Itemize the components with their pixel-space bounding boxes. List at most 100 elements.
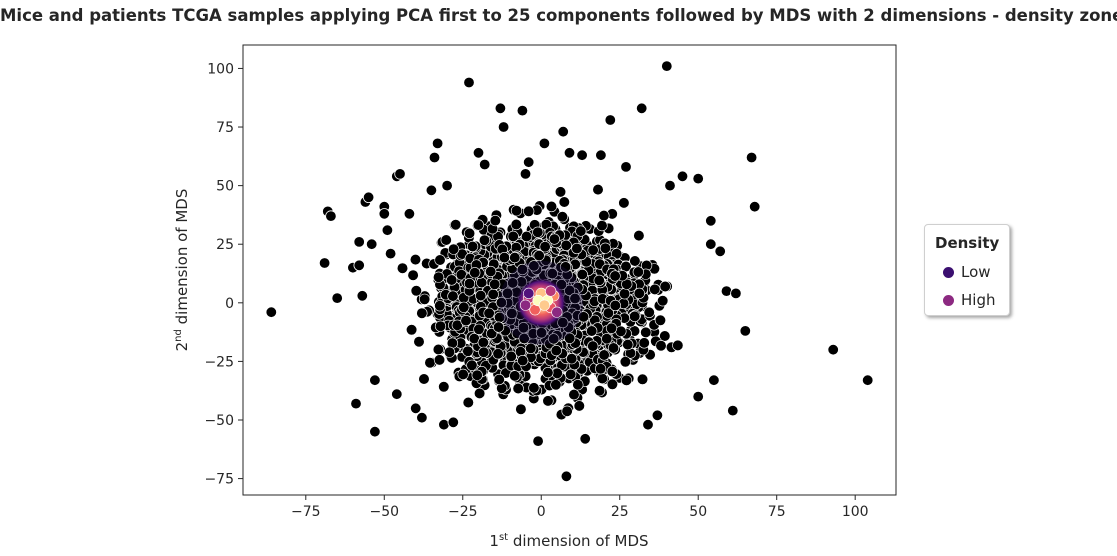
- y-tick-label: 75: [216, 120, 234, 136]
- cloud-point: [606, 365, 618, 378]
- cloud-point: [593, 274, 605, 287]
- cloud-point: [473, 323, 485, 335]
- cloud-point: [438, 381, 450, 393]
- cloud-point: [633, 230, 645, 242]
- cloud-point: [478, 346, 490, 358]
- point-cloud: [396, 184, 684, 421]
- cloud-point: [528, 382, 540, 394]
- data-point: [403, 208, 416, 220]
- cloud-point: [418, 373, 430, 385]
- cloud-point: [434, 254, 446, 266]
- cloud-point: [659, 330, 671, 342]
- data-point: [438, 419, 450, 431]
- y-axis: −75 −50 −25 0 25 50 75 100: [204, 61, 243, 488]
- cloud-point: [596, 220, 608, 232]
- cloud-point: [434, 300, 446, 312]
- density-point: [523, 287, 535, 300]
- cloud-point: [447, 290, 459, 302]
- data-point: [381, 224, 394, 236]
- data-point: [416, 412, 428, 424]
- cloud-point: [396, 262, 409, 274]
- data-point: [362, 191, 375, 204]
- cloud-point: [550, 345, 562, 357]
- cloud-point: [620, 374, 633, 386]
- data-point: [676, 170, 689, 183]
- cloud-point: [450, 219, 462, 231]
- data-point: [727, 404, 739, 417]
- legend: Density Low High: [924, 224, 1010, 316]
- cloud-point: [672, 339, 684, 352]
- data-point: [394, 168, 406, 180]
- cloud-point: [510, 218, 522, 231]
- cloud-point: [587, 340, 599, 352]
- cloud-point: [533, 250, 545, 262]
- cloud-point: [573, 400, 585, 412]
- cloud-point: [443, 346, 456, 358]
- cloud-point: [622, 339, 634, 351]
- data-point: [708, 374, 720, 386]
- cloud-point: [542, 395, 554, 407]
- data-point: [579, 433, 591, 445]
- cloud-point: [520, 230, 533, 243]
- data-point: [356, 290, 369, 302]
- x-axis-label: 1st dimension of MDS: [489, 532, 648, 550]
- cloud-point: [515, 403, 527, 415]
- legend-marker-high: [943, 294, 954, 306]
- data-point: [391, 388, 403, 400]
- data-point: [651, 409, 664, 422]
- cloud-point: [542, 367, 554, 379]
- legend-marker-low: [943, 266, 954, 278]
- data-point: [532, 435, 544, 447]
- data-point: [353, 259, 365, 272]
- data-point: [692, 390, 704, 403]
- cloud-point: [523, 205, 535, 217]
- cloud-point: [618, 197, 630, 209]
- y-tick-label: 50: [216, 179, 234, 195]
- cloud-point: [545, 200, 558, 213]
- data-point: [661, 60, 673, 72]
- cloud-point: [505, 350, 517, 363]
- cloud-point: [507, 230, 519, 242]
- cloud-point: [606, 378, 619, 390]
- data-point: [447, 416, 460, 429]
- data-point: [636, 102, 648, 115]
- data-point: [497, 121, 510, 133]
- data-point: [714, 245, 726, 258]
- cloud-point: [619, 356, 632, 368]
- cloud-point: [433, 354, 446, 366]
- data-point: [463, 76, 475, 89]
- data-point: [353, 236, 365, 248]
- cloud-point: [566, 353, 578, 365]
- cloud-point: [643, 306, 655, 319]
- cloud-point: [487, 288, 499, 301]
- data-point: [642, 419, 654, 431]
- y-axis-label: 2nd dimension of MDS: [173, 189, 191, 352]
- cloud-point: [629, 310, 641, 323]
- cloud-point: [463, 227, 476, 239]
- cloud-point: [434, 320, 447, 332]
- chart-title: Mice and patients TCGA samples applying …: [0, 6, 1117, 25]
- cloud-point: [419, 293, 431, 305]
- data-point: [620, 161, 632, 173]
- x-tick-label: 75: [768, 504, 786, 520]
- cloud-point: [593, 385, 606, 397]
- x-tick-label: −25: [448, 504, 478, 520]
- cloud-point: [640, 326, 652, 339]
- data-point: [472, 147, 485, 159]
- x-tick-label: 100: [842, 504, 869, 520]
- data-point: [384, 247, 397, 260]
- cloud-point: [638, 337, 650, 349]
- cloud-point: [485, 265, 497, 278]
- cloud-point: [509, 252, 521, 264]
- density-point: [519, 299, 532, 311]
- cloud-point: [598, 349, 610, 361]
- cloud-point: [586, 325, 598, 337]
- data-point: [862, 374, 874, 386]
- cloud-point: [598, 210, 610, 222]
- x-tick-label: 0: [537, 504, 546, 520]
- cloud-point: [633, 287, 645, 300]
- data-point: [428, 151, 441, 164]
- x-tick-label: −75: [291, 504, 321, 520]
- cloud-point: [659, 280, 671, 293]
